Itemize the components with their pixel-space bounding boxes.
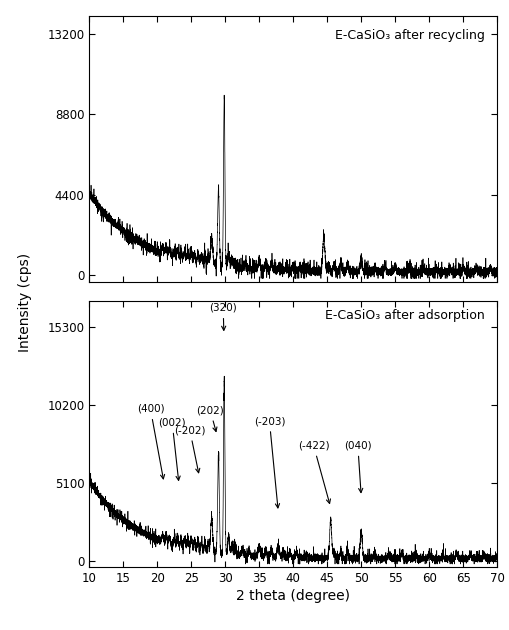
Text: (202): (202): [196, 406, 224, 432]
Text: (-422): (-422): [297, 440, 330, 503]
Text: Intensity (cps): Intensity (cps): [18, 253, 32, 352]
Text: E-CaSiO₃ after adsorption: E-CaSiO₃ after adsorption: [325, 309, 484, 322]
Text: (-203): (-203): [253, 416, 285, 508]
X-axis label: 2 theta (degree): 2 theta (degree): [236, 589, 350, 603]
Text: E-CaSiO₃ after recycling: E-CaSiO₃ after recycling: [334, 29, 484, 42]
Text: (400): (400): [136, 404, 164, 479]
Text: (002): (002): [158, 418, 186, 480]
Text: (-202): (-202): [174, 425, 205, 472]
Text: (320): (320): [209, 303, 237, 330]
Text: (040): (040): [344, 440, 371, 493]
